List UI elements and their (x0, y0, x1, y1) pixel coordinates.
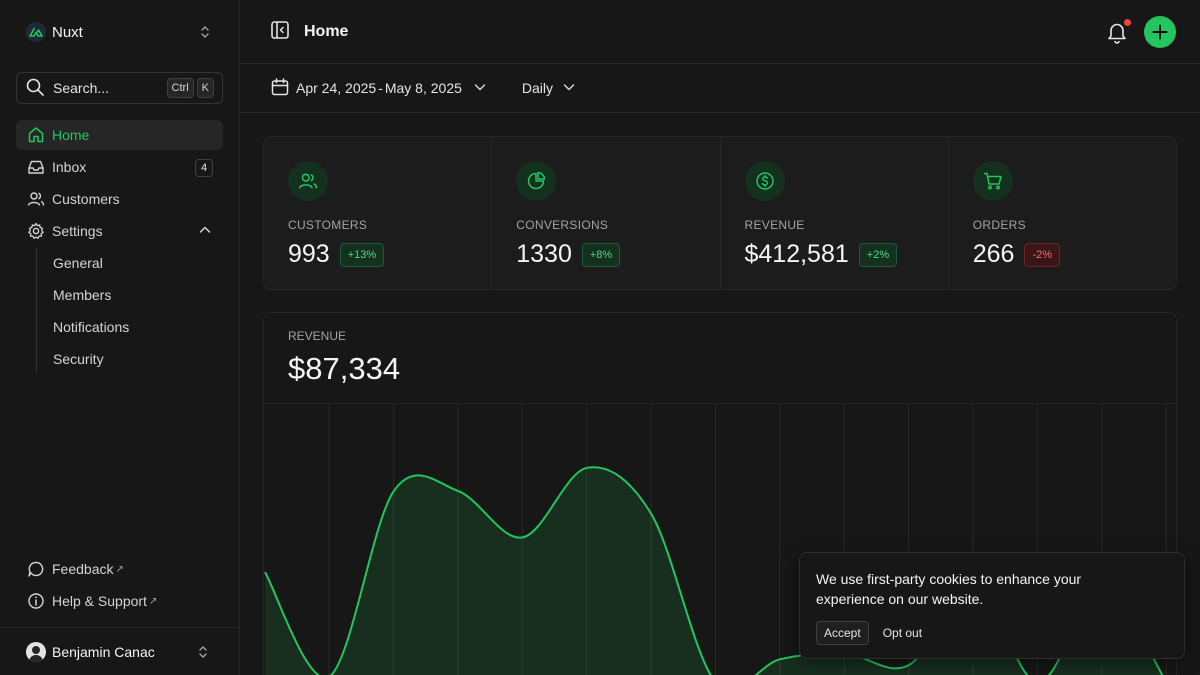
kbd-k: K (196, 78, 214, 98)
chevron-up-down-icon (195, 644, 211, 663)
stat-conversions[interactable]: CONVERSIONS 1330 +8% (492, 137, 721, 289)
chart-series-line (264, 466, 1164, 675)
period-value: Daily (521, 80, 554, 96)
chart-label: REVENUE (288, 329, 347, 343)
stat-value: $412,581 (744, 240, 849, 268)
sidebar-item-label: Customers (52, 191, 120, 207)
dashboard-toolbar: Apr 24, 2025 - May 8, 2025 Daily (240, 64, 1200, 113)
users-icon (26, 189, 46, 209)
cookie-actions: Accept Opt out (816, 621, 1168, 645)
chevron-down-icon (472, 79, 488, 98)
external-link-icon: ↗ (115, 563, 124, 575)
sidebar-collapse-icon[interactable] (268, 18, 292, 45)
chart-area-fill (265, 467, 1163, 675)
team-switcher[interactable]: Nuxt (16, 16, 223, 48)
kbd-ctrl: Ctrl (166, 78, 194, 98)
external-link-icon: ↗ (148, 595, 158, 607)
home-icon (26, 125, 46, 145)
stat-delta-badge: +2% (858, 242, 898, 267)
avatar (26, 641, 46, 662)
bell-icon (1106, 23, 1128, 47)
sidebar: Nuxt Search... Ctrl K Home (0, 0, 240, 675)
sidebar-subitem-security[interactable]: Security (53, 351, 104, 367)
search-button[interactable]: Search... Ctrl K (16, 72, 223, 104)
revenue-chart-card: REVENUE $87,334 (263, 312, 1177, 675)
stat-row: $412,581 +2% (745, 240, 924, 269)
opt-out-button[interactable]: Opt out (882, 626, 923, 640)
chart-total: $87,334 (288, 351, 401, 386)
cookie-message: We use first-party cookies to enhance yo… (816, 571, 1082, 607)
range-end: May 8, 2025 (384, 80, 462, 96)
stat-row: 993 +13% (288, 240, 467, 269)
sidebar-item-label: Inbox (52, 159, 87, 175)
chart-header: REVENUE $87,334 (264, 313, 1176, 404)
pie-chart-icon (516, 161, 557, 201)
stat-value: 1330 (516, 240, 572, 268)
stat-row: 266 -2% (973, 240, 1152, 269)
sidebar-item-inbox[interactable]: Inbox 4 (16, 152, 223, 182)
stat-row: 1330 +8% (516, 240, 695, 269)
stat-label: REVENUE (744, 218, 805, 232)
nuxt-logo-icon (26, 22, 46, 42)
stat-label: CONVERSIONS (516, 218, 609, 232)
range-separator: - (378, 80, 383, 96)
message-circle-icon (26, 559, 46, 579)
cookie-consent-banner: We use first-party cookies to enhance yo… (799, 552, 1185, 659)
stat-delta-badge: +13% (339, 242, 385, 267)
shopping-cart-icon (972, 161, 1013, 201)
sidebar-item-label: Settings (52, 223, 103, 239)
sidebar-subitem-members[interactable]: Members (53, 287, 112, 303)
sidebar-subitem-notifications[interactable]: Notifications (53, 319, 130, 335)
stat-delta-badge: -2% (1024, 242, 1061, 267)
help-label: Help & Support (52, 593, 147, 609)
stat-revenue[interactable]: REVENUE $412,581 +2% (721, 137, 949, 289)
stat-orders[interactable]: ORDERS 266 -2% (949, 137, 1176, 289)
feedback-link[interactable]: Feedback ↗ (16, 554, 223, 584)
range-start: Apr 24, 2025 (296, 80, 377, 96)
stat-value: 266 (972, 240, 1015, 268)
inbox-icon (26, 157, 46, 177)
feedback-label: Feedback (52, 561, 114, 577)
date-range-picker[interactable]: Apr 24, 2025 - May 8, 2025 (270, 77, 494, 100)
add-button[interactable] (1144, 16, 1176, 48)
page-header: Home (240, 0, 1200, 64)
settings-subnav: General Members Notifications Security (36, 248, 223, 374)
sidebar-item-settings[interactable]: Settings (16, 216, 223, 246)
chevron-up-down-icon (197, 24, 213, 43)
plus-icon (1152, 24, 1168, 40)
sidebar-item-customers[interactable]: Customers (16, 184, 223, 214)
stats-grid: CUSTOMERS 993 +13% CONVERSIONS 1330 +8% … (263, 136, 1177, 290)
stat-value: 993 (288, 240, 330, 268)
sidebar-item-home[interactable]: Home (16, 120, 223, 150)
user-name: Benjamin Canac (52, 643, 155, 660)
gear-icon (26, 221, 46, 241)
calendar-icon (270, 77, 290, 100)
user-menu[interactable]: Benjamin Canac (0, 627, 239, 675)
inbox-count-badge: 4 (195, 159, 213, 177)
users-icon (288, 161, 328, 201)
sidebar-subitem-general[interactable]: General (53, 255, 103, 271)
sidebar-nav: Home Inbox 4 Customers Settings (16, 120, 223, 376)
stat-label: CUSTOMERS (288, 218, 368, 232)
search-label: Search... (53, 80, 110, 96)
page-title: Home (304, 22, 349, 40)
period-select[interactable]: Daily (522, 79, 577, 98)
notifications-button[interactable] (1106, 19, 1131, 47)
info-icon (26, 591, 46, 611)
dollar-circle-icon (744, 161, 785, 201)
search-icon (25, 77, 45, 100)
stat-customers[interactable]: CUSTOMERS 993 +13% (264, 137, 493, 289)
sidebar-footer-links: Feedback ↗ Help & Support ↗ (16, 554, 223, 618)
notification-dot (1124, 19, 1131, 26)
stat-label: ORDERS (972, 218, 1026, 232)
help-support-link[interactable]: Help & Support ↗ (16, 586, 223, 616)
chevron-down-icon (561, 79, 577, 98)
team-name: Nuxt (52, 23, 83, 41)
accept-button[interactable]: Accept (816, 621, 869, 645)
stat-delta-badge: +8% (581, 242, 621, 267)
sidebar-item-label: Home (52, 127, 90, 143)
chevron-up-icon[interactable] (197, 222, 213, 241)
